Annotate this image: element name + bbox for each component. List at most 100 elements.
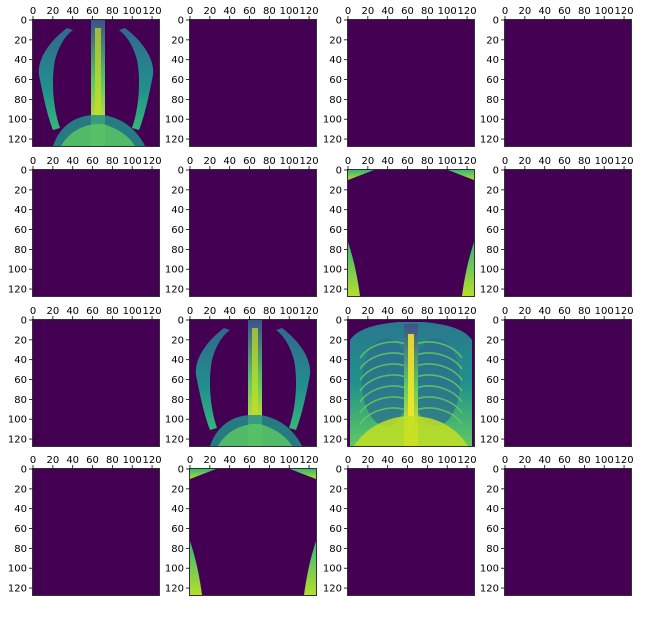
corner-top-left: [190, 469, 216, 479]
x-tick-label: 120: [458, 156, 477, 167]
y-tick-label: 20: [486, 335, 499, 346]
rib-left: [359, 407, 407, 425]
axes-frame: [347, 19, 475, 147]
x-tick-label: 40: [223, 6, 236, 17]
axes-frame: [504, 468, 632, 596]
x-tick-label: 40: [223, 455, 236, 466]
y-tick-label: 120: [323, 135, 342, 146]
y-tick-label: 100: [480, 115, 499, 126]
x-tick-label: 40: [223, 306, 236, 317]
axes-frame: [32, 169, 160, 297]
y-tick-label: 120: [165, 285, 184, 296]
x-tick-label: 20: [46, 455, 59, 466]
y-tick-label: 20: [329, 335, 342, 346]
y-tick-label: 80: [329, 95, 342, 106]
x-tick-label: 80: [106, 455, 119, 466]
rib-left: [359, 363, 407, 381]
y-tick-label: 100: [323, 564, 342, 575]
y-tick-label: 100: [323, 115, 342, 126]
x-tick-label: 120: [300, 6, 319, 17]
x-tick-label: 120: [300, 156, 319, 167]
y-tick-label: 20: [171, 35, 184, 46]
x-tick-label: 100: [438, 306, 457, 317]
spine-highlight: [408, 334, 414, 444]
x-tick-label: 80: [263, 6, 276, 17]
y-tick-label: 0: [178, 465, 184, 476]
y-tick-label: 60: [486, 225, 499, 236]
x-tick-label: 80: [263, 455, 276, 466]
x-tick-label: 120: [300, 306, 319, 317]
y-tick-label: 120: [323, 435, 342, 446]
x-tick-label: 0: [187, 156, 193, 167]
corner-top-left: [348, 170, 374, 180]
axes-frame: [189, 319, 317, 447]
image-background: [190, 170, 316, 296]
y-tick-label: 0: [178, 166, 184, 177]
x-tick-label: 0: [30, 306, 36, 317]
y-tick-label: 60: [14, 524, 27, 535]
x-tick-label: 100: [595, 455, 614, 466]
axes-frame: [504, 319, 632, 447]
y-tick-label: 120: [8, 285, 27, 296]
image-background: [33, 170, 159, 296]
y-tick-label: 40: [486, 55, 499, 66]
y-tick-label: 80: [171, 395, 184, 406]
y-tick-label: 120: [480, 135, 499, 146]
image-background: [348, 20, 474, 146]
y-tick-label: 20: [486, 185, 499, 196]
right-lung-edge: [276, 328, 311, 430]
right-lung-edge: [119, 28, 154, 130]
x-tick-label: 0: [30, 156, 36, 167]
y-tick-label: 120: [480, 435, 499, 446]
y-tick-label: 40: [329, 355, 342, 366]
x-tick-label: 120: [143, 156, 162, 167]
axes-frame: [189, 468, 317, 596]
x-tick-label: 20: [518, 156, 531, 167]
y-tick-label: 0: [493, 16, 499, 27]
y-tick-label: 60: [14, 375, 27, 386]
x-tick-label: 20: [203, 306, 216, 317]
y-tick-label: 0: [493, 316, 499, 327]
y-tick-label: 20: [486, 35, 499, 46]
rib-left: [359, 352, 407, 370]
x-tick-label: 0: [502, 156, 508, 167]
x-tick-label: 40: [66, 156, 79, 167]
corner-bottom-left: [190, 541, 202, 595]
y-tick-label: 80: [329, 245, 342, 256]
x-tick-label: 60: [558, 306, 571, 317]
rib-right: [415, 341, 463, 359]
y-tick-label: 0: [336, 316, 342, 327]
y-tick-label: 40: [14, 55, 27, 66]
x-tick-label: 100: [438, 156, 457, 167]
y-tick-label: 0: [21, 166, 27, 177]
x-tick-label: 100: [123, 306, 142, 317]
image-background: [505, 320, 631, 446]
y-tick-label: 60: [329, 225, 342, 236]
x-tick-label: 100: [438, 6, 457, 17]
x-tick-label: 60: [558, 455, 571, 466]
x-tick-label: 60: [401, 156, 414, 167]
y-tick-label: 60: [14, 75, 27, 86]
axes-frame: [504, 19, 632, 147]
y-tick-label: 100: [480, 415, 499, 426]
x-tick-label: 40: [381, 6, 394, 17]
x-tick-label: 20: [203, 455, 216, 466]
y-tick-label: 100: [165, 115, 184, 126]
x-tick-label: 20: [518, 6, 531, 17]
y-tick-label: 100: [480, 564, 499, 575]
x-tick-label: 0: [502, 455, 508, 466]
x-tick-label: 0: [345, 306, 351, 317]
x-tick-label: 80: [106, 6, 119, 17]
y-tick-label: 40: [329, 205, 342, 216]
x-tick-label: 100: [123, 156, 142, 167]
x-tick-label: 80: [578, 306, 591, 317]
y-tick-label: 40: [171, 355, 184, 366]
